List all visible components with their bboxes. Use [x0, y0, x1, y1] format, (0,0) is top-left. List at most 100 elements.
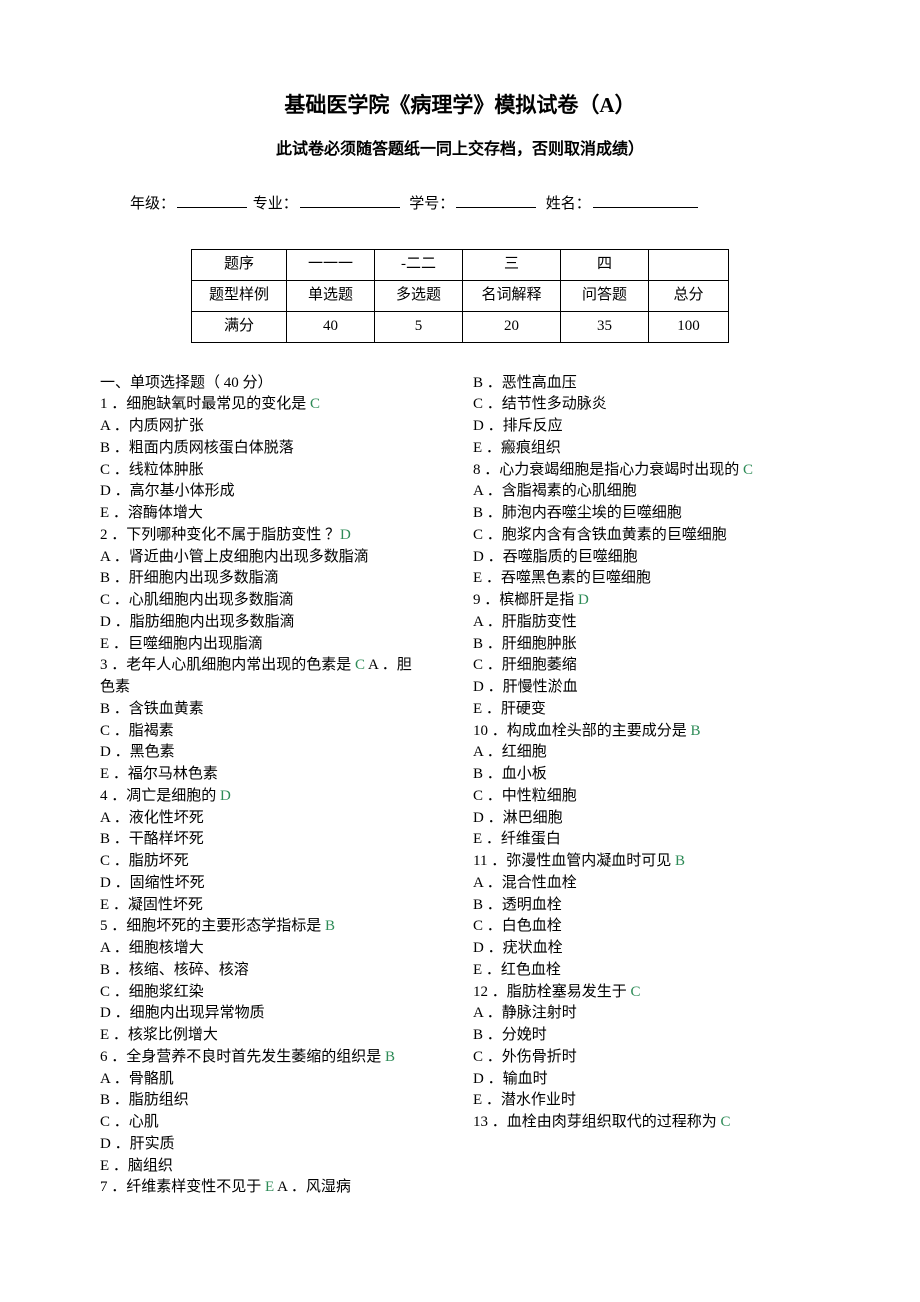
- answer-letter: C: [631, 984, 641, 1000]
- question-line: E ．脑组织: [100, 1156, 447, 1178]
- question-text: A ．细胞核增大: [100, 940, 204, 956]
- question-text: D ．排斥反应: [473, 418, 563, 434]
- table-cell: -二二: [375, 250, 463, 281]
- question-line: 13 ．血栓由肉芽组织取代的过程称为 C: [473, 1112, 820, 1134]
- section-header: 一、单项选择题（ 40 分）: [100, 373, 447, 395]
- table-cell: 总分: [649, 281, 729, 312]
- question-line: E ．纤维蛋白: [473, 829, 820, 851]
- table-cell: 5: [375, 311, 463, 342]
- table-cell: 问答题: [561, 281, 649, 312]
- question-line: E ．福尔马林色素: [100, 764, 447, 786]
- question-text: E ．溶酶体增大: [100, 505, 203, 521]
- question-text: B ．血小板: [473, 766, 547, 782]
- question-line: 9 ．槟榔肝是指 D: [473, 590, 820, 612]
- question-text: D ．固缩性坏死: [100, 875, 205, 891]
- question-line: C ．肝细胞萎缩: [473, 655, 820, 677]
- table-cell: 满分: [192, 311, 287, 342]
- question-line: E ．潜水作业时: [473, 1090, 820, 1112]
- question-line: 1 ．细胞缺氧时最常见的变化是 C: [100, 394, 447, 416]
- question-line: B ．肝细胞肿胀: [473, 634, 820, 656]
- question-text: A ．风湿病: [274, 1179, 351, 1195]
- question-text: B ．干酪样坏死: [100, 831, 204, 847]
- table-cell: 题型样例: [192, 281, 287, 312]
- question-line: D ．吞噬脂质的巨噬细胞: [473, 547, 820, 569]
- question-text: C ．胞浆内含有含铁血黄素的巨噬细胞: [473, 527, 727, 543]
- question-line: D ．排斥反应: [473, 416, 820, 438]
- question-line: C ．外伤骨折时: [473, 1047, 820, 1069]
- question-text: B ．肺泡内吞噬尘埃的巨噬细胞: [473, 505, 682, 521]
- question-line: A ．红细胞: [473, 742, 820, 764]
- table-row: 题型样例 单选题 多选题 名词解释 问答题 总分: [192, 281, 729, 312]
- question-line: D ．黑色素: [100, 742, 447, 764]
- question-text: B ．分娩时: [473, 1027, 547, 1043]
- question-line: A ．含脂褐素的心肌细胞: [473, 481, 820, 503]
- question-line: C ．脂褐素: [100, 721, 447, 743]
- question-text: C ．线粒体肿胀: [100, 462, 204, 478]
- question-text: B ．粗面内质网核蛋白体脱落: [100, 440, 294, 456]
- question-line: B ．分娩时: [473, 1025, 820, 1047]
- question-text: 3 ．老年人心肌细胞内常出现的色素是: [100, 657, 355, 673]
- question-line: D ．高尔基小体形成: [100, 481, 447, 503]
- answer-letter: D: [578, 592, 589, 608]
- table-cell: 35: [561, 311, 649, 342]
- question-line: B ．透明血栓: [473, 895, 820, 917]
- table-cell: 单选题: [287, 281, 375, 312]
- question-line: B ．含铁血黄素: [100, 699, 447, 721]
- question-line: D ．肝慢性淤血: [473, 677, 820, 699]
- answer-letter: D: [220, 788, 231, 804]
- major-label: 专业：: [253, 196, 298, 212]
- question-text: D ．高尔基小体形成: [100, 483, 235, 499]
- question-line: B ．肝细胞内出现多数脂滴: [100, 568, 447, 590]
- question-text: B ．透明血栓: [473, 897, 562, 913]
- question-text: E ．潜水作业时: [473, 1092, 576, 1108]
- question-line: D ．细胞内出现异常物质: [100, 1003, 447, 1025]
- question-line: C ．心肌: [100, 1112, 447, 1134]
- question-text: 6 ．全身营养不良时首先发生萎缩的组织是: [100, 1049, 385, 1065]
- answer-letter: C: [721, 1114, 731, 1130]
- number-blank: [456, 207, 536, 208]
- question-line: A ．细胞核增大: [100, 938, 447, 960]
- question-text: 1 ．细胞缺氧时最常见的变化是: [100, 396, 310, 412]
- question-line: 10 ．构成血栓头部的主要成分是 B: [473, 721, 820, 743]
- question-line: D ．淋巴细胞: [473, 808, 820, 830]
- question-line: C ．中性粒细胞: [473, 786, 820, 808]
- question-line: 2 ．下列哪种变化不属于脂肪变性 ？D: [100, 525, 447, 547]
- question-line: D ．肝实质: [100, 1134, 447, 1156]
- answer-letter: E: [265, 1179, 274, 1195]
- question-text: A ．胆: [365, 657, 412, 673]
- answer-letter: B: [691, 723, 701, 739]
- question-line: C ．线粒体肿胀: [100, 460, 447, 482]
- table-cell: 40: [287, 311, 375, 342]
- question-line: E ．瘢痕组织: [473, 438, 820, 460]
- table-row: 满分 40 5 20 35 100: [192, 311, 729, 342]
- table-cell: 四: [561, 250, 649, 281]
- question-line: B ．脂肪组织: [100, 1090, 447, 1112]
- question-text: B ．脂肪组织: [100, 1092, 189, 1108]
- question-text: A ．混合性血栓: [473, 875, 577, 891]
- question-text: D ．细胞内出现异常物质: [100, 1005, 265, 1021]
- question-line: E ．吞噬黑色素的巨噬细胞: [473, 568, 820, 590]
- exam-title: 基础医学院《病理学》模拟试卷（A）: [100, 90, 820, 120]
- question-line: C ．结节性多动脉炎: [473, 394, 820, 416]
- question-text: E ．红色血栓: [473, 962, 561, 978]
- question-text: C ．中性粒细胞: [473, 788, 577, 804]
- question-line: A ．肾近曲小管上皮细胞内出现多数脂滴: [100, 547, 447, 569]
- question-line: 12 ．脂肪栓塞易发生于 C: [473, 982, 820, 1004]
- question-line: C ．脂肪坏死: [100, 851, 447, 873]
- question-text: C ．脂肪坏死: [100, 853, 189, 869]
- question-line: C ．细胞浆红染: [100, 982, 447, 1004]
- question-text: C ．白色血栓: [473, 918, 562, 934]
- question-line: B ．肺泡内吞噬尘埃的巨噬细胞: [473, 503, 820, 525]
- question-line: A ．混合性血栓: [473, 873, 820, 895]
- table-row: 题序 一一一 -二二 三 四: [192, 250, 729, 281]
- question-line: C ．胞浆内含有含铁血黄素的巨噬细胞: [473, 525, 820, 547]
- question-text: 9 ．槟榔肝是指: [473, 592, 578, 608]
- score-table: 题序 一一一 -二二 三 四 题型样例 单选题 多选题 名词解释 问答题 总分 …: [191, 249, 729, 342]
- question-text: D ．肝实质: [100, 1136, 175, 1152]
- question-line: D ．疣状血栓: [473, 938, 820, 960]
- answer-letter: B: [675, 853, 685, 869]
- question-text: E ．纤维蛋白: [473, 831, 561, 847]
- question-line: B ．血小板: [473, 764, 820, 786]
- question-line: 4 ．凋亡是细胞的 D: [100, 786, 447, 808]
- question-text: E ．脑组织: [100, 1158, 173, 1174]
